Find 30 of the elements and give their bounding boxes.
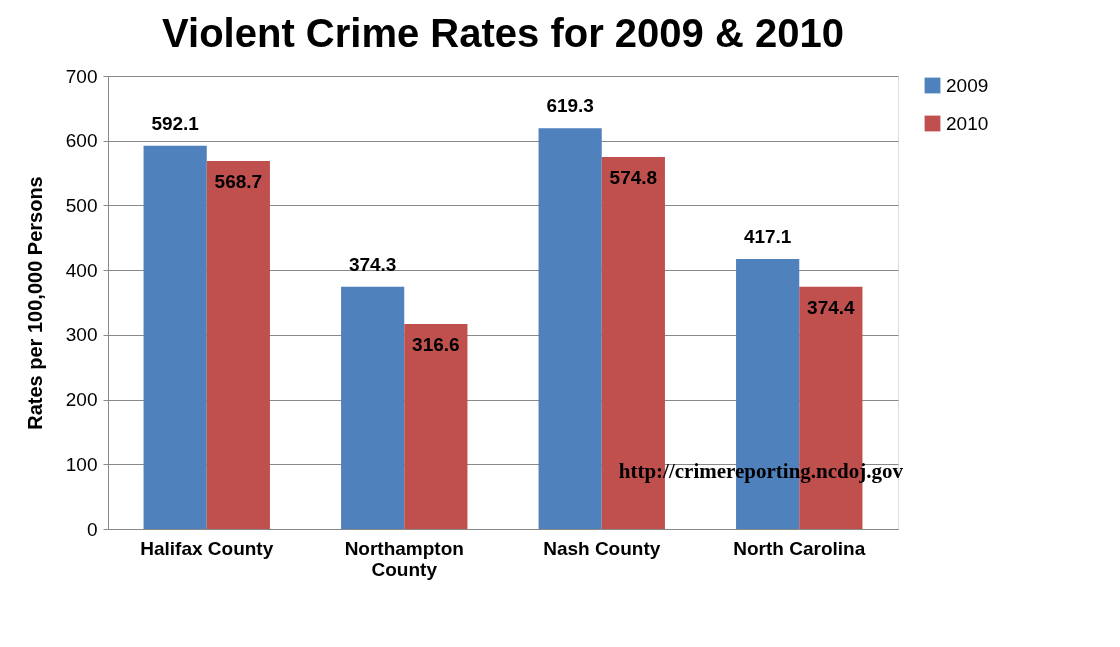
data-label: 417.1 (743, 226, 792, 248)
y-axis-title: Rates per 100,000 Persons (23, 176, 46, 430)
chart-title: Violent Crime Rates for 2009 & 2010 (162, 11, 844, 55)
y-tick-label: 0 (86, 518, 98, 540)
y-tick-label: 300 (65, 324, 98, 346)
y-tick-label: 700 (65, 65, 98, 87)
data-label: 316.6 (412, 334, 460, 356)
bar (143, 145, 207, 529)
x-tick-label: Nash County (543, 537, 661, 559)
data-label: 574.8 (609, 167, 658, 189)
annotation: http://crimereporting.ncdoj.gov (618, 459, 904, 483)
bar (538, 128, 602, 529)
data-label: 374.3 (348, 253, 397, 275)
data-label: 619.3 (546, 95, 594, 117)
data-label: 568.7 (214, 170, 263, 192)
bar (341, 286, 405, 529)
x-tick-label: North Carolina (733, 537, 866, 559)
y-tick-label: 400 (65, 259, 98, 281)
bar (404, 324, 468, 529)
x-tick-label: Halifax County (140, 537, 274, 559)
y-tick-label: 200 (65, 389, 98, 411)
data-label: 592.1 (151, 112, 200, 134)
y-tick-label: 600 (65, 130, 98, 152)
y-tick-label: 100 (65, 453, 98, 475)
x-tick-label: Northampton County (344, 537, 464, 580)
legend-label: 2010 (946, 112, 989, 134)
data-label: 374.4 (807, 296, 856, 318)
y-tick-label: 500 (65, 194, 98, 216)
legend-label: 2009 (946, 74, 989, 96)
bar (206, 160, 270, 529)
